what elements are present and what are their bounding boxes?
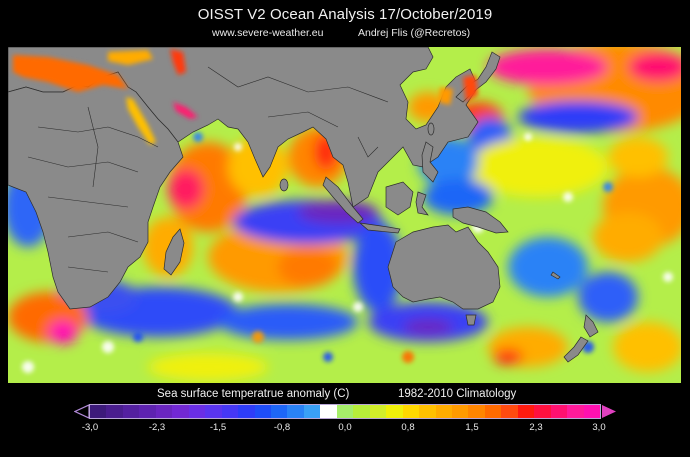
caspian-sea [170, 49, 186, 75]
colorbar-segment [583, 405, 601, 418]
colorbar-segment [484, 405, 502, 418]
land-new-zealand-south [563, 336, 589, 363]
land-sulawesi [415, 191, 429, 216]
legend-climatology: 1982-2010 Climatology [398, 388, 517, 400]
tick-label: -3,0 [81, 422, 99, 433]
colorbar-segment [205, 405, 222, 418]
land-java [358, 222, 401, 234]
map-canvas [8, 47, 681, 383]
colorbar-segment [172, 405, 189, 418]
under-range-arrow-icon [74, 404, 90, 419]
land-sri-lanka [279, 178, 289, 192]
tick-label: 1,5 [465, 422, 479, 433]
colorbar-segment [139, 405, 156, 418]
land-new-caledonia [550, 271, 561, 280]
country-borders [27, 66, 389, 273]
mediterranean-sea [13, 55, 128, 92]
red-sea [126, 97, 156, 145]
land-new-guinea [452, 206, 509, 234]
colorbar-segment [534, 405, 551, 418]
tick-label: -1,5 [209, 422, 227, 433]
tick-label: 0,0 [338, 422, 352, 433]
colorbar-segment [501, 405, 518, 418]
colorbar-segment [386, 405, 403, 418]
colorbar-segment [221, 405, 239, 418]
legend-title: Sea surface temperatrue anomaly (C) [157, 388, 350, 400]
black-sea [108, 50, 153, 65]
colorbar-segment [402, 405, 420, 418]
over-range-arrow-icon [602, 405, 616, 418]
colorbar-segment [90, 405, 107, 418]
tick-label: 0,8 [401, 422, 415, 433]
land-taiwan [427, 122, 435, 136]
persian-gulf [173, 102, 198, 119]
anomaly-field [8, 47, 681, 381]
land-sumatra [322, 176, 364, 224]
colorbar-segment [254, 405, 271, 418]
tick-label: -2,3 [148, 422, 166, 433]
tick-label: -0,8 [273, 422, 291, 433]
colorbar-segment [567, 405, 584, 418]
land-tasmania [465, 314, 477, 326]
author-credit: Andrej Flis (@Recretos) [358, 27, 471, 39]
landmasses [8, 47, 599, 363]
colorbar [89, 404, 601, 419]
land-new-zealand-north [583, 314, 599, 338]
colorbar-segment [550, 405, 568, 418]
tick-label: 3,0 [592, 422, 606, 433]
colorbar-segment [287, 405, 304, 418]
colorbar-segment [435, 405, 452, 418]
tick-label: 2,3 [529, 422, 543, 433]
colorbar-segment [451, 405, 469, 418]
map-title: OISST V2 Ocean Analysis 17/October/2019 [197, 6, 493, 23]
colorbar-segment [270, 405, 288, 418]
colorbar-segment [106, 405, 123, 418]
sst-anomaly-map [8, 47, 681, 383]
colorbar-segment [303, 405, 321, 418]
land-australia [387, 224, 501, 310]
yellow-sea [438, 87, 453, 105]
website-credit: www.severe-weather.eu [212, 27, 324, 39]
colorbar-segment [336, 405, 354, 418]
colorbar-segment [353, 405, 370, 418]
colorbar-segment [369, 405, 387, 418]
colorbar-segment [188, 405, 206, 418]
land-philippines [421, 141, 439, 183]
colorbar-segment [419, 405, 436, 418]
colorbar-segment [155, 405, 173, 418]
colorbar-segment [517, 405, 535, 418]
inland-seas [13, 49, 478, 145]
land-borneo [385, 181, 414, 216]
colorbar-segment [122, 405, 140, 418]
land-madagascar [163, 228, 185, 276]
sea-of-japan [463, 75, 478, 102]
colorbar-segment [468, 405, 485, 418]
colorbar-segment [238, 405, 255, 418]
colorbar-segment [320, 405, 337, 418]
